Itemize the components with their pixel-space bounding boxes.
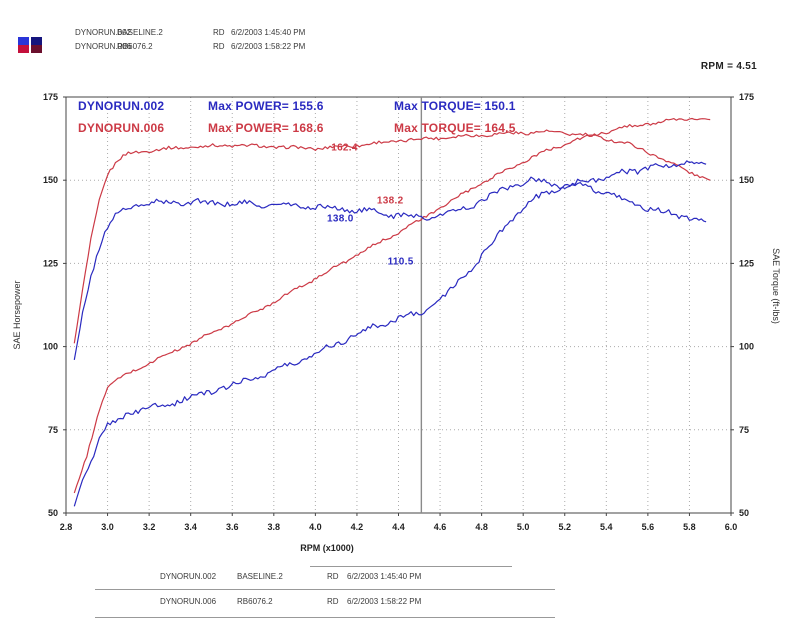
x-tick-label: 3.6 — [226, 522, 239, 532]
curve-dynorun-002-torque — [73, 176, 707, 361]
run1-color-swatch-icon — [18, 37, 29, 53]
x-tick-label: 4.6 — [434, 522, 447, 532]
run-name: DYNORUN.006 — [78, 121, 165, 135]
y-tick-label-left: 175 — [43, 92, 58, 102]
x-tick-label: 4.2 — [351, 522, 364, 532]
max-torque-label: Max TORQUE= 150.1 — [394, 99, 516, 113]
y-tick-label-right: 150 — [739, 175, 754, 185]
x-tick-label: 6.0 — [725, 522, 738, 532]
run2-color-swatch-icon — [31, 37, 42, 53]
footer-separator-line — [310, 566, 512, 567]
y-tick-label-right: 100 — [739, 342, 754, 352]
run-name: DYNORUN.002 — [160, 572, 217, 581]
x-tick-label: 3.2 — [143, 522, 156, 532]
run-file: BASELINE.2 — [117, 28, 163, 37]
run-file: RB6076.2 — [117, 42, 153, 51]
x-tick-label: 3.4 — [184, 522, 197, 532]
y-tick-label-right: 75 — [739, 425, 749, 435]
run-file: BASELINE.2 — [237, 572, 283, 581]
x-tick-label: 4.8 — [475, 522, 488, 532]
run-datetime: 6/2/2003 1:58:22 PM — [231, 42, 306, 51]
run-info-row: DYNORUN.006 RB6076.2 RD 6/2/2003 1:58:22 PM — [0, 597, 800, 606]
y-tick-label-left: 125 — [43, 258, 58, 268]
run-datetime: 6/2/2003 1:45:40 PM — [347, 572, 422, 581]
y-axis-title-left: SAE Horsepower — [12, 280, 22, 350]
curve-dynorun-006-power — [73, 117, 711, 494]
dyno-id: RD — [213, 42, 225, 51]
legend-row: DYNORUN.002 Max POWER= 155.6 Max TORQUE= 1… — [0, 99, 800, 113]
y-tick-label-right: 125 — [739, 258, 754, 268]
run-datetime: 6/2/2003 1:58:22 PM — [347, 597, 422, 606]
run-file: RB6076.2 — [237, 597, 273, 606]
run-datetime: 6/2/2003 1:45:40 PM — [231, 28, 306, 37]
y-tick-label-left: 50 — [48, 508, 58, 518]
x-tick-label: 4.0 — [309, 522, 322, 532]
y-axis-title-right: SAE Torque (ft-lbs) — [771, 248, 781, 324]
x-tick-label: 5.8 — [683, 522, 696, 532]
x-tick-label: 5.6 — [642, 522, 655, 532]
x-tick-label: 5.0 — [517, 522, 530, 532]
x-tick-label: 5.4 — [600, 522, 613, 532]
cursor-value-label: 138.2 — [376, 195, 404, 206]
dyno-id: RD — [213, 28, 225, 37]
x-tick-label: 3.0 — [101, 522, 114, 532]
dyno-id: RD — [327, 597, 339, 606]
dyno-id: RD — [327, 572, 339, 581]
legend-row: DYNORUN.006 Max POWER= 168.6 Max TORQUE= 1… — [0, 121, 800, 135]
run-name: DYNORUN.006 — [75, 42, 132, 51]
run-color-key-icon — [18, 37, 42, 53]
cursor-value-label: 110.5 — [387, 256, 414, 268]
run-name: DYNORUN.002 — [78, 99, 165, 113]
max-power-label: Max POWER= 155.6 — [208, 99, 324, 113]
y-tick-label-right: 50 — [739, 508, 749, 518]
run-info-row: DYNORUN.002 BASELINE.2 RD 6/2/2003 1:45:40 … — [0, 28, 800, 37]
max-power-label: Max POWER= 168.6 — [208, 121, 324, 135]
y-tick-label-right: 175 — [739, 92, 754, 102]
x-axis-title: RPM (x1000) — [300, 543, 354, 553]
max-torque-label: Max TORQUE= 164.5 — [394, 121, 516, 135]
y-tick-label-left: 75 — [48, 425, 58, 435]
curve-dynorun-006-torque — [73, 129, 711, 344]
y-tick-label-left: 100 — [43, 342, 58, 352]
cursor-value-label: 162.4 — [331, 142, 358, 154]
x-tick-label: 2.8 — [60, 522, 73, 532]
cursor-rpm-readout: RPM = 4.51 — [700, 61, 757, 72]
cursor-value-label: 138.0 — [327, 213, 354, 225]
x-tick-label: 5.2 — [558, 522, 571, 532]
footer-separator-line — [95, 589, 555, 590]
run-name: DYNORUN.006 — [160, 597, 217, 606]
y-tick-label-left: 150 — [43, 175, 58, 185]
run-info-row: DYNORUN.006 RB6076.2 RD 6/2/2003 1:58:22 PM — [0, 42, 800, 51]
run-name: DYNORUN.002 — [75, 28, 132, 37]
x-tick-label: 4.4 — [392, 522, 405, 532]
x-tick-label: 3.8 — [268, 522, 281, 532]
run-info-row: DYNORUN.002 BASELINE.2 RD 6/2/2003 1:45:40 … — [0, 572, 800, 581]
curve-dynorun-002-power — [73, 160, 707, 507]
footer-separator-line — [95, 617, 555, 618]
